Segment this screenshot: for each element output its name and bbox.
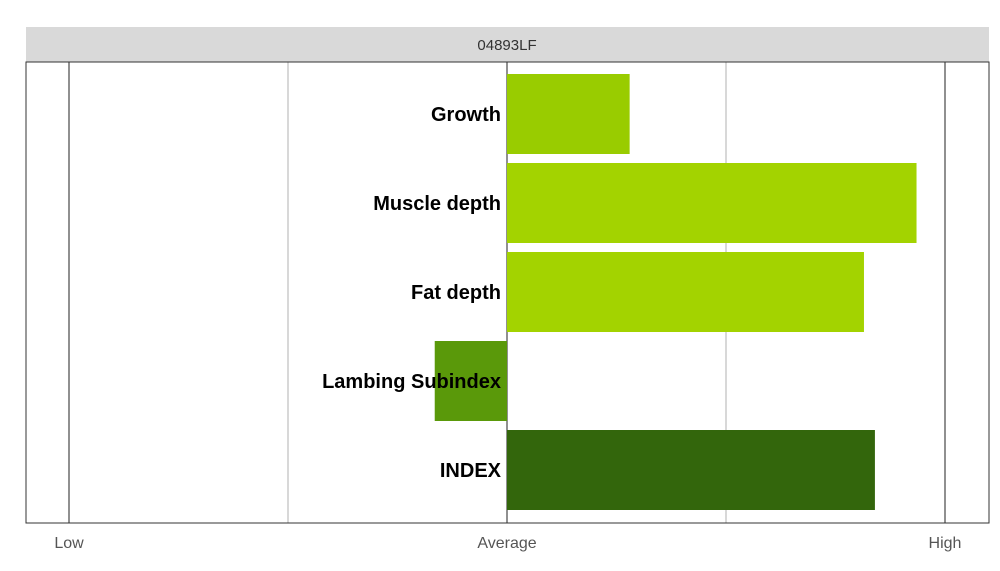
bar-layer bbox=[434, 74, 917, 510]
tick-label-high: High bbox=[929, 535, 962, 552]
bar-lambing-subindex bbox=[434, 341, 507, 421]
bar-fat-depth bbox=[507, 252, 864, 332]
bar-index bbox=[507, 430, 875, 510]
category-label: Muscle depth bbox=[373, 193, 501, 215]
panel-border bbox=[25, 61, 990, 524]
label-layer: Growth Muscle depth Fat depth Lambing Subin… bbox=[322, 104, 502, 482]
tick-layer: Low Average High bbox=[54, 535, 961, 552]
category-label: Growth bbox=[431, 104, 501, 126]
category-label: INDEX bbox=[440, 460, 502, 482]
chart-title: 04893LF bbox=[477, 37, 536, 54]
bar-growth bbox=[507, 74, 630, 154]
bar-muscle-depth bbox=[507, 163, 917, 243]
category-label: Lambing Subindex bbox=[322, 371, 501, 393]
tick-label-low: Low bbox=[54, 535, 84, 552]
category-label: Fat depth bbox=[411, 282, 501, 304]
strip-background bbox=[26, 27, 989, 62]
tick-label-average: Average bbox=[477, 535, 536, 552]
